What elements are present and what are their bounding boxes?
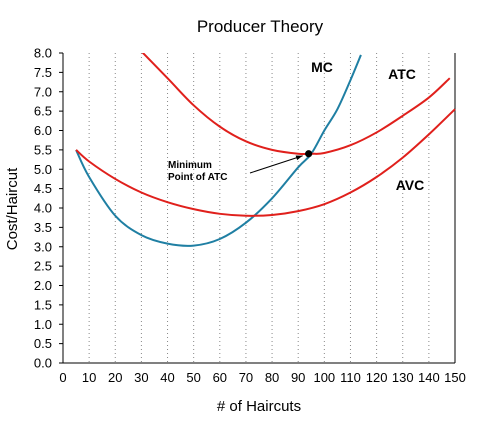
y-axis-title: Cost/Haircut [4,167,21,250]
x-tick-label-10: 10 [82,370,96,385]
plot-frame [62,53,456,364]
y-tick-label-2.5: 2.5 [34,259,52,274]
x-tick-label-120: 120 [366,370,388,385]
series-label-atc: ATC [388,66,416,82]
x-tick-label-0: 0 [59,370,66,385]
y-tick-label-0.0: 0.0 [34,356,52,371]
annotation-line-1: Minimum [168,160,212,171]
x-axis-title: # of Haircuts [217,398,301,415]
x-tick-label-80: 80 [265,370,279,385]
x-tick-label-150: 150 [444,370,466,385]
series-label-mc: MC [311,59,333,75]
annotation-line-2: Point of ATC [168,172,227,183]
series-label-avc: AVC [396,177,425,193]
y-tick-label-2.0: 2.0 [34,278,52,293]
y-tick-label-1.5: 1.5 [34,297,52,312]
x-tick-label-110: 110 [340,370,361,385]
y-tick-label-3.5: 3.5 [34,220,52,235]
y-tick-label-3.0: 3.0 [34,239,52,254]
x-tick-label-130: 130 [392,370,414,385]
y-tick-label-8.0: 8.0 [34,46,52,61]
y-tick-label-7.0: 7.0 [34,84,52,99]
x-tick-label-100: 100 [313,370,335,385]
y-tick-label-5.0: 5.0 [34,162,52,177]
series-line-avc [75,108,456,217]
y-tick-label-4.5: 4.5 [34,181,52,196]
x-tick-label-40: 40 [160,370,174,385]
x-tick-label-60: 60 [213,370,227,385]
y-tick-label-7.5: 7.5 [34,65,52,80]
y-axis-ticks: 0.0 0.5 1.0 1.5 2.0 2.5 3.0 3.5 4.0 4.5 5.0 5.5 6.0 6… [34,46,63,371]
y-tick-label-5.5: 5.5 [34,142,52,157]
x-tick-label-50: 50 [186,370,200,385]
series-line-mc [75,54,362,247]
grid [88,53,430,363]
annotation-arrow-head [295,155,303,161]
y-tick-label-4.0: 4.0 [34,201,52,216]
minimum-atc-marker [305,150,313,158]
x-tick-label-70: 70 [239,370,253,385]
y-tick-label-6.0: 6.0 [34,123,52,138]
x-tick-label-30: 30 [134,370,148,385]
chart-title: Producer Theory [197,17,324,36]
x-tick-label-140: 140 [418,370,440,385]
x-tick-label-20: 20 [108,370,122,385]
x-tick-label-90: 90 [291,370,305,385]
y-tick-label-0.5: 0.5 [34,336,52,351]
y-tick-label-6.5: 6.5 [34,104,52,119]
annotation-arrow-line [249,155,303,174]
y-tick-label-1.0: 1.0 [34,317,52,332]
x-axis-ticks: 0 10 20 30 40 50 60 70 80 90 100 110 120 130 140 150 [59,370,465,385]
series-layer: MC ATC AVC [75,53,456,247]
